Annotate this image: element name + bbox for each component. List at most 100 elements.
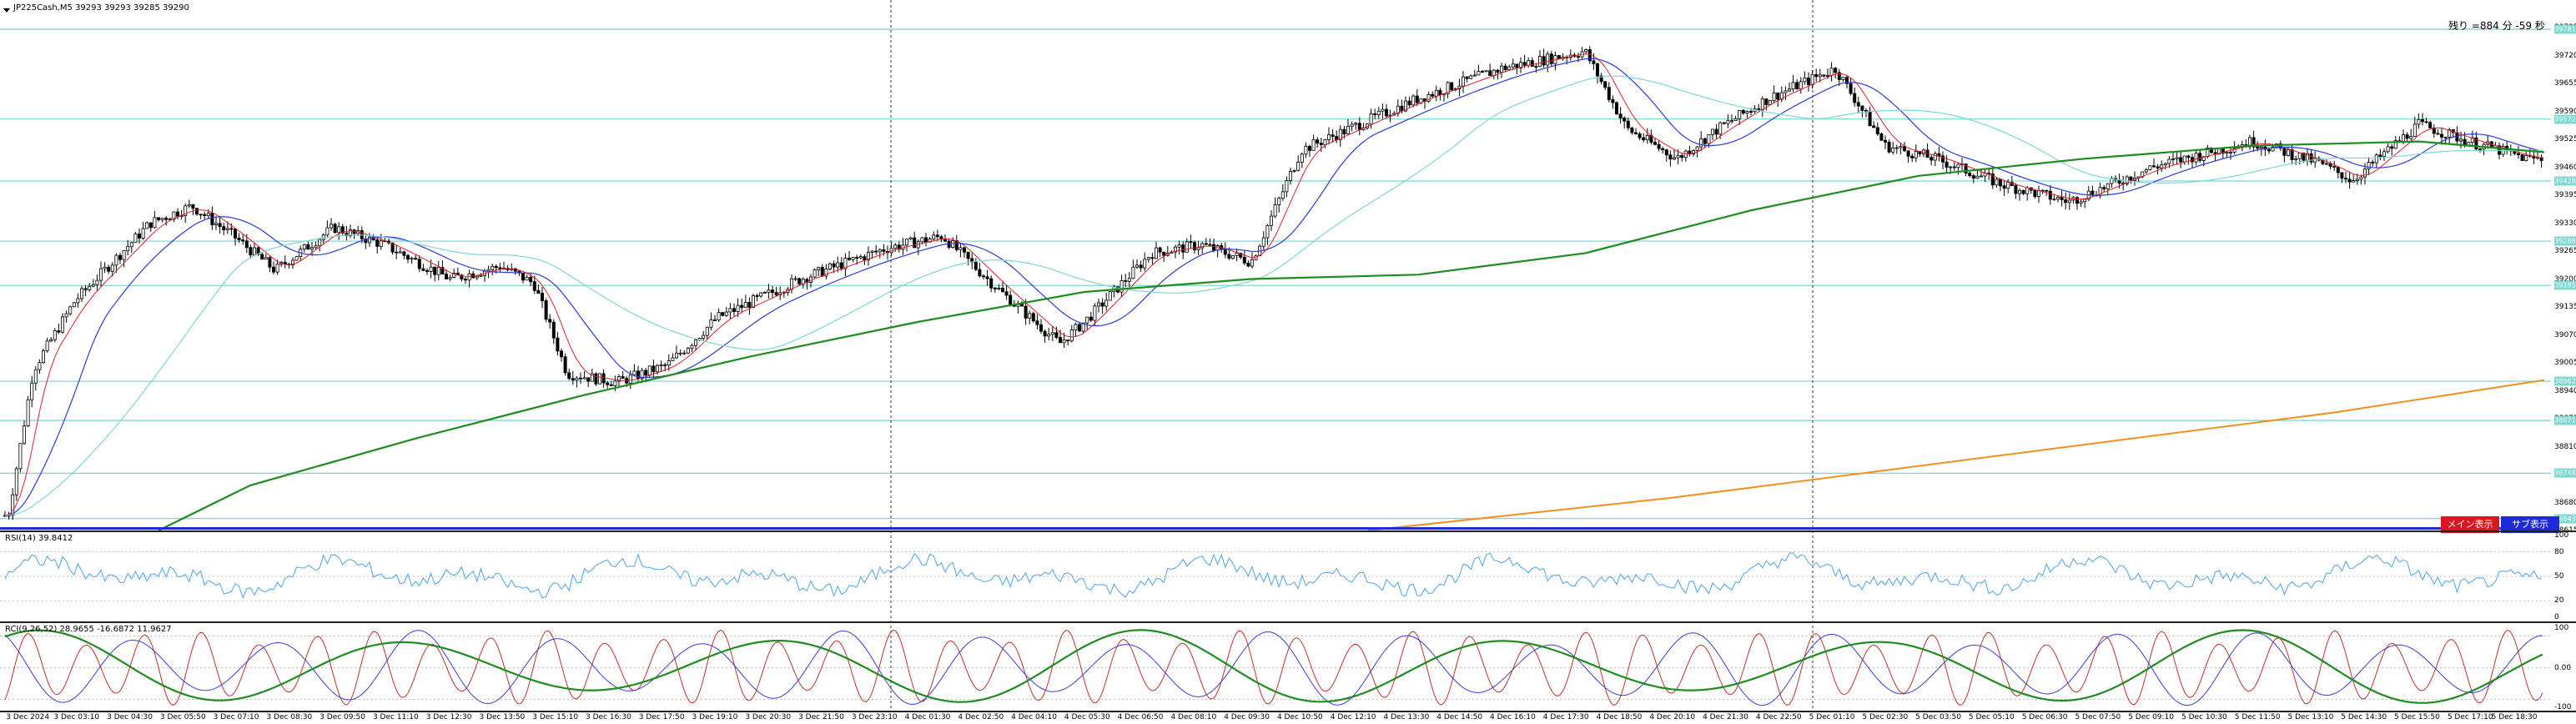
candle-body xyxy=(1081,322,1085,332)
candle-body xyxy=(1208,244,1212,246)
candle-body xyxy=(721,312,725,316)
candle-body xyxy=(2129,176,2133,181)
candle-body xyxy=(1062,339,1066,344)
candle-body xyxy=(2412,123,2417,137)
candle-body xyxy=(2075,197,2079,204)
hline-price-tag: 39288 xyxy=(2554,236,2576,246)
candle-body xyxy=(225,228,229,230)
candle-body xyxy=(164,218,169,220)
candle-body xyxy=(2271,146,2275,152)
candle-body xyxy=(210,213,214,225)
candle-body xyxy=(1146,257,1150,260)
candle-body xyxy=(1054,332,1059,338)
candle-body xyxy=(1193,242,1197,250)
candle-body xyxy=(2079,201,2083,204)
main-view-button[interactable]: メイン表示 xyxy=(2441,516,2499,533)
candle-body xyxy=(1745,111,1749,114)
candle-body xyxy=(560,350,564,358)
rci-pane-divider[interactable] xyxy=(0,621,2576,623)
candle-body xyxy=(1100,302,1104,307)
candle-body xyxy=(1177,244,1181,248)
candle-body xyxy=(11,494,15,516)
candle-body xyxy=(567,372,571,380)
candle-body xyxy=(1676,155,1680,158)
candle-body xyxy=(1592,60,1596,64)
candle-body xyxy=(2309,153,2313,163)
candle-body xyxy=(586,377,591,382)
candle-body xyxy=(2060,196,2064,200)
candle-body xyxy=(436,267,440,275)
candle-body xyxy=(717,312,721,321)
candle-body xyxy=(675,352,679,359)
candle-body xyxy=(314,245,318,249)
candle-body xyxy=(1196,247,1200,250)
candle-body xyxy=(736,304,740,312)
candle-body xyxy=(647,365,652,376)
candle-body xyxy=(49,339,53,342)
candle-body xyxy=(2382,151,2386,158)
candle-body xyxy=(1162,251,1166,256)
candle-body xyxy=(45,340,49,352)
candle-body xyxy=(2340,172,2344,179)
candle-body xyxy=(621,376,625,380)
candle-body xyxy=(1085,316,1089,324)
candle-body xyxy=(1477,71,1481,76)
time-axis-label: 4 Dec 21:30 xyxy=(1703,713,1748,721)
candle-body xyxy=(1024,305,1028,319)
candle-body xyxy=(2156,166,2160,168)
candle-body xyxy=(1050,332,1054,335)
candle-body xyxy=(1661,148,1665,151)
candle-body xyxy=(275,264,279,273)
candle-body xyxy=(767,289,771,293)
candle-body xyxy=(2448,129,2452,138)
time-axis-label: 3 Dec 05:50 xyxy=(159,713,206,721)
candle-body xyxy=(2467,142,2471,146)
candle-body xyxy=(429,266,433,272)
candle-body xyxy=(191,204,195,209)
time-axis-label: 3 Dec 17:50 xyxy=(638,713,685,721)
candle-body xyxy=(2359,176,2363,180)
candle-body xyxy=(1124,280,1128,282)
candle-body xyxy=(1311,139,1316,151)
candle-body xyxy=(241,239,245,242)
candle-body xyxy=(2259,146,2263,149)
candle-body xyxy=(571,378,575,381)
candle-body xyxy=(1135,264,1140,268)
candle-body xyxy=(153,217,157,229)
rci-axis-label: -100 xyxy=(2554,703,2572,711)
candle-body xyxy=(452,273,456,278)
candle-body xyxy=(122,250,126,260)
candle-body xyxy=(1668,154,1673,160)
ma-slow-line xyxy=(4,75,2543,516)
candle-body xyxy=(832,263,836,268)
collapse-triangle-icon[interactable] xyxy=(3,8,10,13)
time-axis-divider xyxy=(0,711,2576,712)
candle-body xyxy=(920,237,924,243)
main-chart-pane[interactable] xyxy=(0,0,2576,530)
sub-view-button[interactable]: サブ表示 xyxy=(2501,516,2559,533)
candle-body xyxy=(222,226,226,230)
candle-body xyxy=(525,276,529,281)
price-axis-label: 39135 xyxy=(2554,303,2576,311)
candle-body xyxy=(882,249,886,252)
candle-body xyxy=(1990,173,1995,186)
candle-body xyxy=(1515,63,1519,68)
candle-body xyxy=(306,244,310,250)
candle-body xyxy=(348,229,352,236)
time-axis-label: 3 Dec 03:10 xyxy=(53,713,100,721)
candle-body xyxy=(755,295,759,297)
candle-body xyxy=(2352,180,2356,183)
candle-body xyxy=(1607,87,1611,100)
candle-body xyxy=(548,319,552,323)
candle-body xyxy=(839,262,843,269)
price-axis-label: 39070 xyxy=(2554,330,2576,339)
candle-body xyxy=(1791,82,1795,90)
time-axis-label: 4 Dec 05:30 xyxy=(1064,713,1110,721)
candle-body xyxy=(1503,65,1507,71)
hline-price-tag: 38871 xyxy=(2554,415,2576,425)
rsi-pane-divider[interactable] xyxy=(0,530,2576,532)
candle-body xyxy=(1538,56,1542,68)
candle-body xyxy=(1810,73,1814,85)
candle-body xyxy=(1699,138,1703,148)
